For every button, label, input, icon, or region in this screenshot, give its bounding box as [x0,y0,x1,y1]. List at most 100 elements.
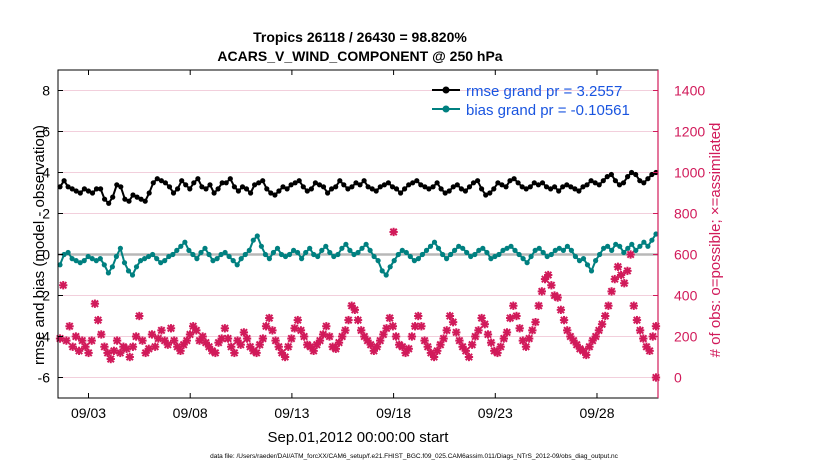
obs-count-marker [154,334,163,343]
obs-count-marker [287,334,296,343]
series-point [609,247,615,253]
y-axis-left-label: rmse and bias (model - observation) [31,125,48,365]
series-point [568,247,575,253]
x-tick-label: 09/08 [173,405,208,421]
series-point [138,196,144,202]
series-point [484,249,490,256]
obs-count-marker [505,313,515,323]
legend-rmse-label: rmse grand pr = 3.2557 [466,83,622,100]
series-point [133,264,140,270]
series-point [242,251,248,258]
series-point [183,182,189,188]
series-point [93,186,100,192]
series-point [519,184,525,190]
obs-count-marker [255,340,264,349]
obs-count-marker [353,315,363,325]
obs-count-marker [65,322,74,331]
series-point [625,174,631,180]
series-point [369,186,375,192]
series-point [195,176,201,182]
obs-count-marker [521,342,531,351]
series-point [633,247,639,253]
obs-count-marker [116,348,125,358]
series-point [528,253,534,260]
series-point [349,184,355,190]
series-point [576,258,583,264]
series-point [347,247,353,253]
series-point [621,249,627,256]
series-point [186,247,192,253]
series-point [556,245,562,251]
series-point [524,260,530,266]
series-point [266,256,272,262]
series-point [215,186,221,192]
series-point [258,243,264,249]
series-point [456,243,462,249]
series-point [375,258,381,264]
obs-count-marker [582,350,591,360]
series-point [403,249,409,256]
series-point [288,182,294,188]
series-point [331,253,337,260]
series-point [222,249,228,256]
series-point [503,184,509,190]
obs-count-marker [271,336,280,345]
series-point [601,245,607,251]
obs-count-marker [230,348,239,358]
obs-count-marker [486,338,496,347]
obs-count-marker [103,348,112,358]
legend: rmse grand pr = 3.2557 bias grand pr = -… [432,83,630,119]
series-point [274,245,281,251]
obs-count-marker [471,332,480,341]
series-point [179,178,185,184]
series-point [395,251,401,258]
series-point [308,186,314,192]
obs-count-marker [398,342,407,351]
obs-count-marker [417,322,426,331]
obs-count-marker [610,274,619,284]
series-point [182,239,188,245]
series-point [383,272,389,278]
series-point [446,188,452,194]
obs-count-marker [467,340,477,349]
series-point [532,247,538,253]
series-point [319,247,325,253]
obs-count-marker [423,342,432,351]
series-point [552,247,558,253]
obs-count-marker [442,326,451,335]
obs-count-marker [147,330,157,339]
series-point [381,182,387,188]
series-point [406,182,412,188]
series-point [572,253,579,260]
obs-count-marker [445,311,455,321]
series-point [637,243,643,249]
obs-count-marker [322,322,331,331]
chart-title-line2: ACARS_V_WIND_COMPONENT @ 250 hPa [217,48,502,64]
series-point [450,184,456,190]
series-point [214,256,220,262]
obs-count-marker [182,336,191,345]
series-point [276,188,282,194]
series-point [73,258,79,264]
obs-count-marker [455,336,464,345]
series-point [488,256,494,262]
obs-count-marker [280,352,290,362]
obs-count-marker [284,342,293,351]
y-tick-left-label: -6 [38,370,51,386]
series-point [122,196,128,202]
series-point [592,180,598,186]
series-point [97,256,103,262]
series-point [359,245,365,251]
series-point [114,182,120,188]
series-point [464,249,470,256]
series-point [191,180,197,186]
series-point [633,171,639,178]
obs-count-marker [626,250,635,259]
series-point [307,245,313,251]
obs-count-marker [499,334,508,343]
obs-count-marker [325,332,334,341]
series-point [206,251,212,258]
obs-count-marker [635,326,645,335]
y-axis-right: 0 200 400 600 800 1000 1200 1400 [653,70,705,398]
